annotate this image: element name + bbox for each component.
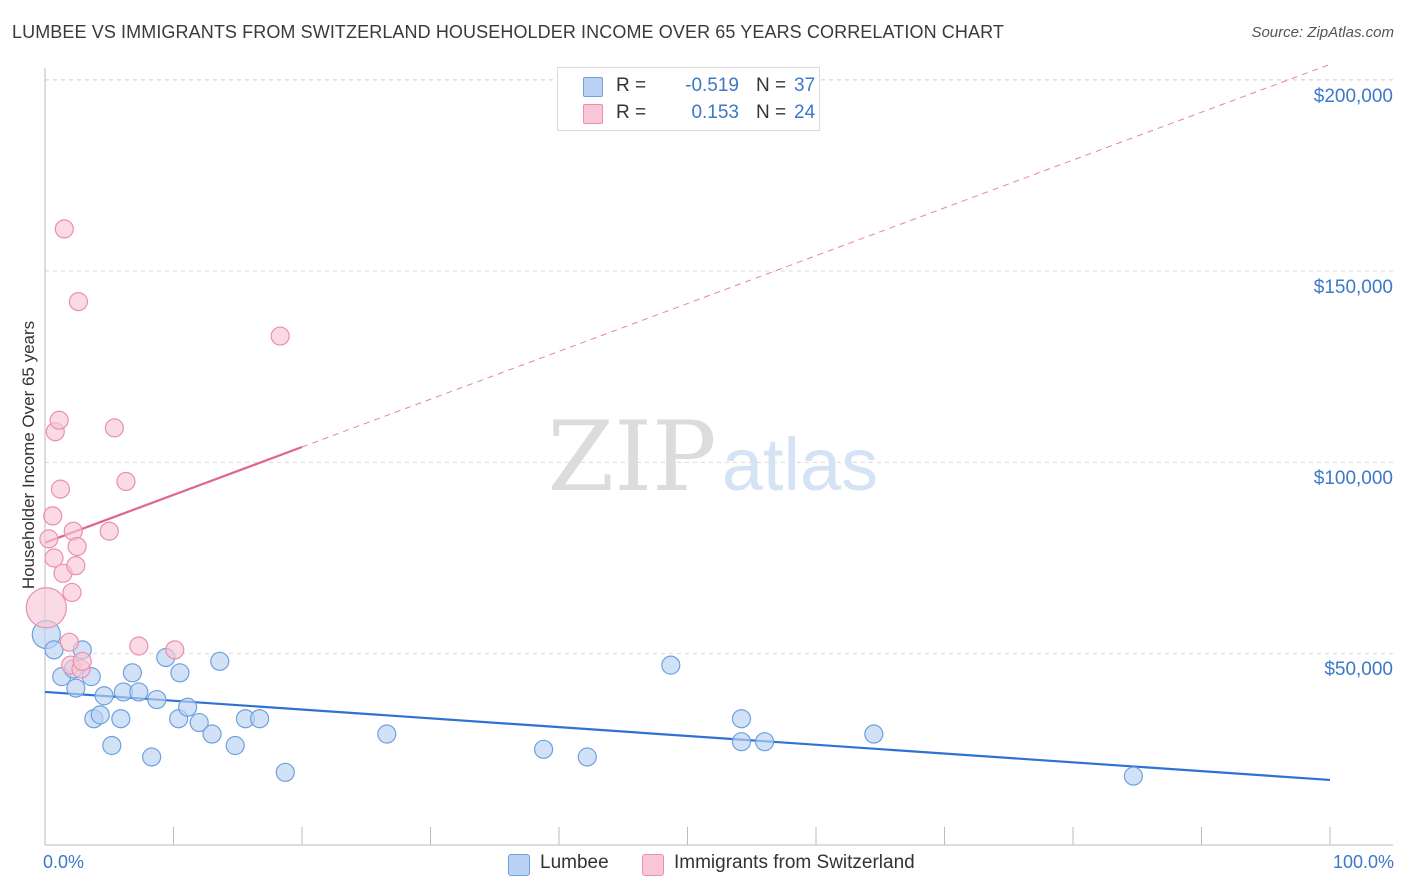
lumbee-point xyxy=(189,712,209,733)
y-tick-label-200k: $200,000 xyxy=(1313,86,1393,107)
lumbee-point xyxy=(122,663,142,683)
lumbee-point xyxy=(94,686,114,706)
switzerland-point xyxy=(39,529,59,549)
source-label: Source: ZipAtlas.com xyxy=(1251,24,1394,41)
switzerland-point xyxy=(50,479,71,499)
lumbee-point xyxy=(533,739,554,759)
lumbee-point xyxy=(661,655,681,675)
switzerland-point xyxy=(104,418,124,438)
data-points xyxy=(25,219,1143,786)
trend-line-solid-1 xyxy=(44,445,303,544)
watermark-atlas: atlas xyxy=(722,423,878,506)
lumbee-point xyxy=(142,747,162,767)
lumbee-legend-label: Lumbee xyxy=(540,852,609,873)
n-label: N = xyxy=(756,75,787,96)
trend-line-dashed-1 xyxy=(301,63,1331,448)
switzerland-point xyxy=(165,640,185,660)
switzerland-legend-label: Immigrants from Switzerland xyxy=(674,852,915,873)
y-tick-label-150k: $150,000 xyxy=(1313,277,1393,298)
lumbee-point xyxy=(864,724,884,744)
lumbee-point xyxy=(44,640,64,660)
lumbee-point xyxy=(377,724,397,744)
lumbee-point xyxy=(90,705,110,725)
chart-title: LUMBEE VS IMMIGRANTS FROM SWITZERLAND HO… xyxy=(12,22,1004,42)
lumbee-point xyxy=(210,651,230,671)
switzerland-point xyxy=(68,292,89,312)
x-tick-label-min: 0.0% xyxy=(43,852,85,872)
lumbee-point xyxy=(754,732,775,752)
lumbee-point xyxy=(202,724,222,744)
y-tick-label-100k: $100,000 xyxy=(1313,468,1393,489)
switzerland-point xyxy=(43,506,63,526)
n-label: N = xyxy=(756,102,787,123)
switzerland-point xyxy=(67,536,87,557)
lumbee-point xyxy=(147,689,167,710)
r-value: 0.153 xyxy=(691,102,739,123)
r-label: R = xyxy=(616,102,647,123)
lumbee-point xyxy=(275,762,295,782)
x-tick-label-max: 100.0% xyxy=(1332,852,1394,872)
switzerland-point xyxy=(49,410,69,430)
switzerland-point xyxy=(72,651,92,671)
lumbee-point xyxy=(577,747,597,767)
switzerland-point xyxy=(59,632,80,652)
trend-lines xyxy=(44,63,1331,782)
trend-line-0 xyxy=(44,690,1331,782)
n-value: 37 xyxy=(794,75,816,96)
lumbee-point xyxy=(178,697,198,717)
lumbee-point xyxy=(170,663,190,683)
lumbee-point xyxy=(111,709,131,729)
watermark: ZIP atlas xyxy=(547,401,878,513)
axes xyxy=(44,68,1393,846)
switzerland-point xyxy=(116,471,136,492)
switzerland-point xyxy=(25,587,67,629)
lumbee-point xyxy=(225,735,245,756)
switzerland-point xyxy=(99,521,119,541)
stats-legend: R = -0.519 N = 37 R = 0.153 N = 24 xyxy=(557,67,820,131)
n-value: 24 xyxy=(794,102,816,123)
switzerland-point xyxy=(62,582,82,603)
r-value: -0.519 xyxy=(685,75,739,96)
lumbee-point xyxy=(102,735,122,756)
lumbee-point xyxy=(249,709,270,729)
lumbee-point xyxy=(1123,766,1143,786)
lumbee-point xyxy=(129,682,149,702)
watermark-zip: ZIP xyxy=(547,401,716,513)
r-label: R = xyxy=(616,75,647,96)
lumbee-point xyxy=(731,709,752,729)
lumbee-point xyxy=(731,732,752,752)
lumbee-point xyxy=(66,678,86,698)
switzerland-point xyxy=(129,636,149,656)
switzerland-point xyxy=(54,219,74,239)
grid-lines xyxy=(45,79,1393,655)
lumbee-swatch xyxy=(583,77,603,97)
switzerland-point xyxy=(44,548,64,568)
y-tick-label-50k: $50,000 xyxy=(1324,659,1393,680)
switzerland-point xyxy=(66,556,86,576)
switzerland-point xyxy=(270,326,290,346)
switzerland-legend-swatch xyxy=(642,854,664,876)
lumbee-legend-swatch xyxy=(508,854,530,876)
switzerland-swatch xyxy=(583,104,603,124)
